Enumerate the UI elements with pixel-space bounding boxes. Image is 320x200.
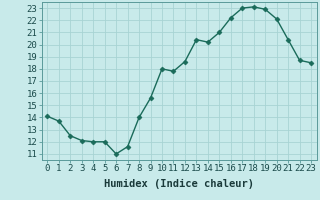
X-axis label: Humidex (Indice chaleur): Humidex (Indice chaleur)	[104, 179, 254, 189]
